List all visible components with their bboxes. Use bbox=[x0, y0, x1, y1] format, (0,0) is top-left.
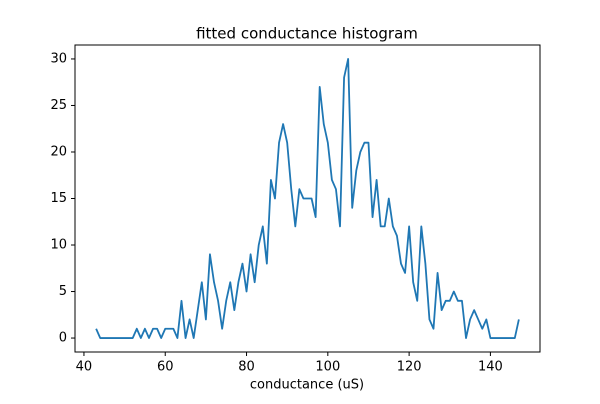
x-tick-label: 100 bbox=[315, 360, 340, 375]
y-tick-label: 25 bbox=[50, 98, 67, 113]
y-tick-label: 10 bbox=[50, 238, 67, 253]
chart-title: fitted conductance histogram bbox=[196, 25, 418, 43]
x-tick-label: 140 bbox=[478, 360, 503, 375]
x-tick-label: 80 bbox=[238, 360, 255, 375]
y-tick-label: 5 bbox=[59, 284, 67, 299]
y-tick-label: 0 bbox=[59, 331, 67, 346]
x-tick-label: 40 bbox=[76, 360, 93, 375]
x-axis-label: conductance (uS) bbox=[250, 378, 364, 393]
line bbox=[95, 58, 520, 339]
y-tick-label: 20 bbox=[50, 144, 67, 159]
x-tick-label: 120 bbox=[397, 360, 422, 375]
y-tick-label: 15 bbox=[50, 191, 67, 206]
x-tick-label: 60 bbox=[157, 360, 174, 375]
y-tick-label: 30 bbox=[50, 51, 67, 66]
plot-frame bbox=[74, 44, 541, 353]
